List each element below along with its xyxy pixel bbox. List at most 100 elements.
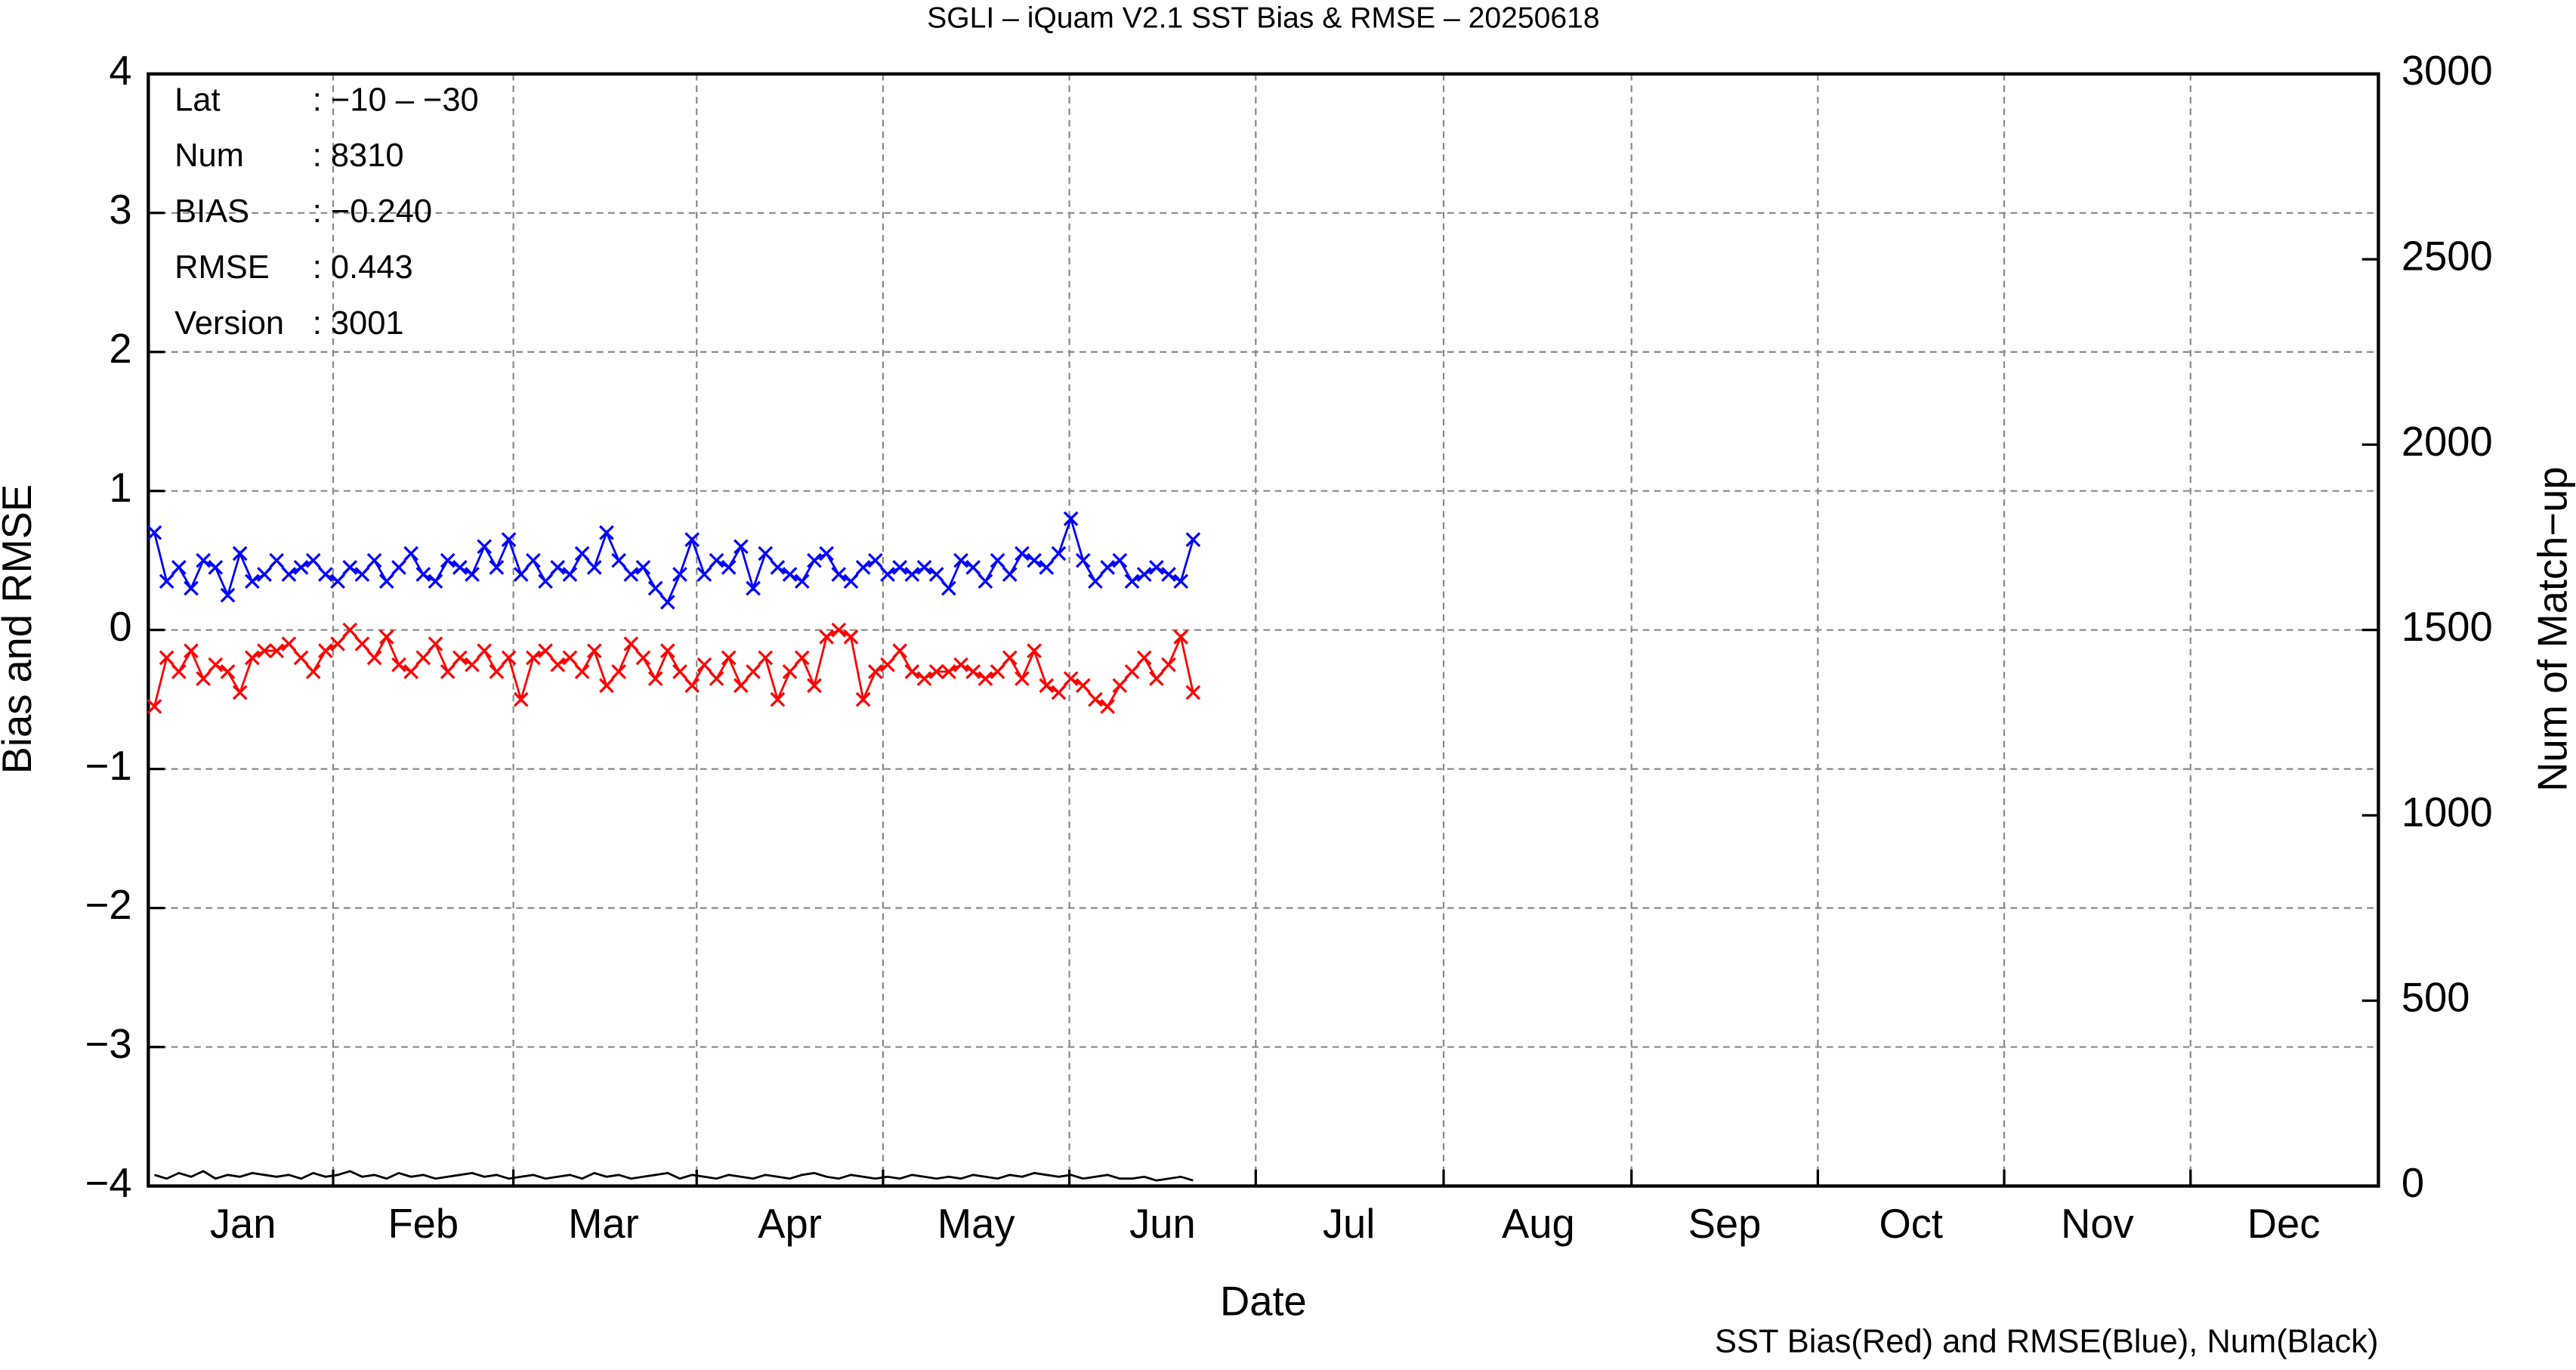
point-marker [758, 650, 774, 666]
point-marker [428, 636, 443, 651]
point-marker [220, 664, 236, 679]
point-marker [391, 657, 406, 673]
point-marker [196, 671, 211, 686]
point-marker [452, 560, 468, 575]
point-marker [526, 650, 541, 666]
x-tick-label: Nov [2061, 1201, 2134, 1247]
point-marker [305, 664, 321, 679]
point-marker [1100, 699, 1115, 714]
point-marker [1124, 664, 1140, 679]
point-marker [440, 552, 456, 568]
point-marker [794, 574, 810, 589]
point-marker [721, 560, 737, 575]
info-label: Lat [175, 82, 220, 118]
point-marker [1100, 560, 1115, 575]
footer: SST Bias(Red) and RMSE(Blue), Num(Black) [1715, 1324, 2378, 1360]
point-marker [965, 664, 981, 679]
x-tick-label: Jul [1323, 1201, 1375, 1247]
point-marker [819, 629, 834, 645]
y2-tick-label: 1000 [2401, 789, 2493, 835]
x-tick-label: May [937, 1201, 1015, 1247]
point-marker [819, 546, 834, 561]
point-marker [147, 699, 162, 714]
point-marker [208, 657, 224, 673]
point-marker [342, 560, 358, 575]
point-marker [538, 574, 553, 589]
point-marker [281, 636, 297, 651]
x-tick-label: Sep [1688, 1201, 1762, 1247]
x-tick-label: Apr [758, 1201, 822, 1247]
point-marker [770, 691, 786, 707]
point-marker [366, 552, 382, 568]
point-marker [269, 643, 285, 659]
y-tick-label: −1 [85, 743, 132, 789]
point-marker [721, 650, 737, 666]
x-tick-label: Oct [1879, 1201, 1943, 1247]
point-marker [526, 552, 541, 568]
x-tick-label: Dec [2247, 1201, 2321, 1247]
point-marker [1136, 650, 1152, 666]
point-marker [990, 552, 1005, 568]
point-marker [953, 657, 968, 673]
point-marker [171, 560, 187, 575]
point-marker [1027, 643, 1042, 659]
y2-axis-label: Num of Match−up [2530, 466, 2576, 791]
y-tick-label: 0 [109, 604, 131, 650]
y2-tick-label: 3000 [2401, 48, 2493, 94]
y2-tick-label: 1500 [2401, 604, 2493, 650]
point-marker [1051, 685, 1067, 700]
info-value: : 0.443 [313, 249, 413, 286]
point-marker [659, 595, 675, 610]
point-marker [928, 567, 944, 582]
point-marker [697, 657, 712, 673]
series-line [154, 1170, 1194, 1182]
point-marker [770, 560, 786, 575]
point-marker [257, 567, 272, 582]
point-marker [1149, 560, 1164, 575]
point-marker [746, 664, 761, 679]
point-marker [782, 664, 798, 679]
point-marker [611, 664, 626, 679]
point-marker [415, 650, 431, 666]
point-marker [782, 567, 798, 582]
y2-tick-label: 0 [2401, 1160, 2424, 1206]
point-marker [147, 525, 162, 540]
point-marker [330, 574, 345, 589]
y2-tick-label: 2500 [2401, 233, 2493, 279]
point-marker [953, 552, 968, 568]
point-marker [623, 567, 639, 582]
point-marker [550, 560, 566, 575]
point-marker [672, 664, 687, 679]
point-marker [867, 552, 883, 568]
info-label: BIAS [175, 193, 249, 230]
point-marker [330, 636, 345, 651]
point-marker [978, 574, 993, 589]
point-marker [159, 574, 175, 589]
point-marker [1161, 657, 1176, 673]
x-tick-label: Feb [388, 1201, 459, 1247]
x-tick-label: Mar [568, 1201, 639, 1247]
point-marker [562, 650, 578, 666]
point-marker [1112, 678, 1128, 694]
point-marker [611, 552, 626, 568]
point-marker [538, 643, 553, 659]
chart-title: SGLI – iQuam V2.1 SST Bias & RMSE – 2025… [927, 2, 1600, 34]
point-marker [794, 650, 810, 666]
point-marker [574, 664, 590, 679]
point-marker [1063, 511, 1079, 527]
point-marker [318, 643, 333, 659]
point-marker [574, 546, 590, 561]
point-marker [269, 552, 285, 568]
y-tick-label: 4 [109, 48, 131, 94]
point-marker [477, 643, 493, 659]
point-marker [293, 560, 309, 575]
point-marker [904, 664, 920, 679]
point-marker [734, 678, 749, 694]
point-marker [403, 546, 419, 561]
point-marker [208, 560, 224, 575]
point-marker [1173, 574, 1189, 589]
y-tick-label: −3 [85, 1021, 132, 1067]
point-marker [354, 636, 370, 651]
info-value: : −0.240 [313, 193, 432, 230]
